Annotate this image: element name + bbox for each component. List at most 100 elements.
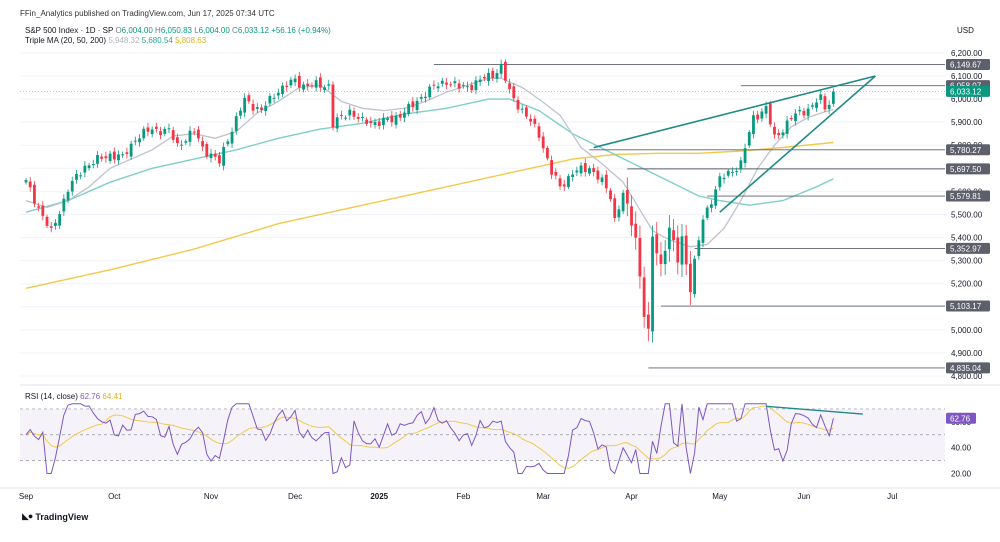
- support-resistance-levels: [433, 64, 945, 369]
- candle-body-189: [819, 94, 823, 100]
- level-tag-0: 6,149.67: [950, 61, 982, 70]
- time-tick-8: May: [712, 492, 727, 501]
- candle-body-185: [802, 110, 806, 116]
- candle-body-83: [373, 122, 377, 126]
- time-tick-4: 2025: [370, 492, 388, 501]
- price-tick-2: 6,000.00: [951, 95, 983, 104]
- candle-body-183: [794, 113, 797, 122]
- ma50-value: 5,680.54: [141, 36, 173, 45]
- c-label: C: [232, 26, 238, 35]
- o-label: O: [115, 26, 122, 35]
- candles: [24, 59, 835, 343]
- candle-body-139: [609, 190, 612, 200]
- rsi-lines: [25, 403, 863, 475]
- candle-body-34: [167, 128, 171, 130]
- symbol-legend[interactable]: S&P 500 Index · 1D · SP O6,004.00 H6,050…: [25, 26, 331, 35]
- price-tick-3: 5,900.00: [951, 118, 983, 127]
- candle-body-80: [361, 116, 364, 118]
- candle-body-87: [390, 115, 394, 123]
- candle-body-161: [701, 219, 705, 243]
- candle-body-131: [575, 170, 579, 173]
- candle-body-140: [613, 198, 617, 218]
- candle-body-39: [188, 130, 192, 142]
- rsi-tick-2: 20.00: [951, 470, 972, 479]
- candle-body-15: [87, 165, 91, 169]
- candle-body-134: [588, 168, 591, 174]
- level-tag-7-bg: [946, 362, 990, 374]
- symbol-name: S&P 500 Index · 1D · SP: [25, 26, 114, 35]
- candle-body-50: [234, 116, 238, 131]
- tradingview-brand[interactable]: ◣● TradingView: [22, 511, 88, 522]
- candle-body-24: [125, 152, 129, 154]
- rsi-line: [25, 403, 834, 475]
- candle-body-190: [823, 96, 827, 110]
- last-price-tag-bg: [946, 85, 990, 97]
- candle-body-191: [827, 104, 831, 110]
- candle-body-51: [239, 110, 242, 116]
- rsi-ma-value: 64.41: [102, 392, 123, 401]
- candle-body-105: [466, 86, 469, 88]
- candle-body-179: [777, 133, 781, 136]
- candle-body-33: [163, 128, 167, 134]
- ma200-line: [25, 141, 834, 289]
- brand-name: TradingView: [35, 511, 89, 522]
- candle-body-68: [310, 85, 314, 87]
- candle-body-158: [688, 263, 692, 293]
- candle-body-89: [398, 114, 402, 118]
- candle-body-162: [705, 207, 709, 218]
- candle-body-46: [218, 155, 221, 164]
- candle-body-95: [424, 96, 427, 98]
- candle-body-29: [146, 127, 150, 132]
- candle-body-42: [201, 141, 205, 147]
- price-axis[interactable]: 6,200.006,100.006,000.005,900.005,800.00…: [946, 49, 990, 479]
- candle-body-188: [815, 102, 818, 108]
- candle-body-133: [583, 162, 587, 173]
- candle-body-65: [297, 75, 301, 88]
- candle-body-163: [710, 204, 713, 208]
- candle-body-58: [268, 95, 272, 104]
- candle-body-178: [773, 126, 776, 135]
- candle-body-111: [491, 70, 495, 78]
- candle-body-135: [592, 168, 596, 172]
- level-tag-5-bg: [946, 242, 990, 254]
- candle-body-41: [197, 129, 200, 139]
- candle-body-2: [33, 184, 36, 204]
- candle-body-122: [537, 126, 541, 138]
- candle-body-10: [66, 191, 70, 201]
- price-tick-9: 5,300.00: [951, 257, 983, 266]
- candle-body-110: [487, 72, 490, 82]
- candle-body-82: [369, 121, 373, 124]
- candle-body-150: [655, 234, 659, 254]
- candle-body-109: [482, 77, 486, 79]
- candle-body-123: [541, 136, 545, 149]
- candle-body-32: [159, 131, 162, 136]
- rising-wedge-pattern: [593, 75, 876, 213]
- price-tick-1: 6,100.00: [951, 72, 983, 81]
- candle-body-49: [230, 131, 234, 144]
- rsi-legend[interactable]: RSI (14, close) 62.76 64.41: [25, 392, 122, 401]
- candle-body-102: [453, 81, 457, 84]
- published-caption: FFin_Analytics published on TradingView.…: [20, 9, 275, 18]
- candle-body-154: [672, 230, 675, 241]
- ma-legend[interactable]: Triple MA (20, 50, 200) 5,948.32 5,680.5…: [25, 36, 206, 45]
- candle-body-146: [638, 237, 642, 277]
- candle-body-155: [676, 237, 680, 263]
- candle-body-136: [596, 170, 600, 180]
- candle-body-151: [659, 254, 663, 264]
- candle-body-69: [314, 80, 318, 88]
- candle-body-85: [382, 117, 385, 126]
- candle-body-27: [138, 138, 141, 143]
- rsi-divergence-line: [766, 405, 863, 415]
- candle-body-60: [276, 92, 280, 96]
- candle-body-184: [798, 109, 802, 112]
- time-tick-9: Jun: [797, 492, 810, 501]
- level-tag-6: 5,103.17: [950, 302, 982, 311]
- candle-body-17: [96, 154, 99, 164]
- time-axis[interactable]: Sep Oct Nov Dec 2025 Feb Mar Apr May Jun Jul: [0, 487, 1000, 501]
- level-tag-4: 5,579.81: [950, 192, 982, 201]
- level-tag-7: 4,835.04: [950, 364, 982, 373]
- ma20-value: 5,948.32: [108, 36, 140, 45]
- candle-body-25: [129, 143, 133, 157]
- candle-body-160: [697, 240, 701, 257]
- level-tag-2: 5,780.27: [950, 146, 982, 155]
